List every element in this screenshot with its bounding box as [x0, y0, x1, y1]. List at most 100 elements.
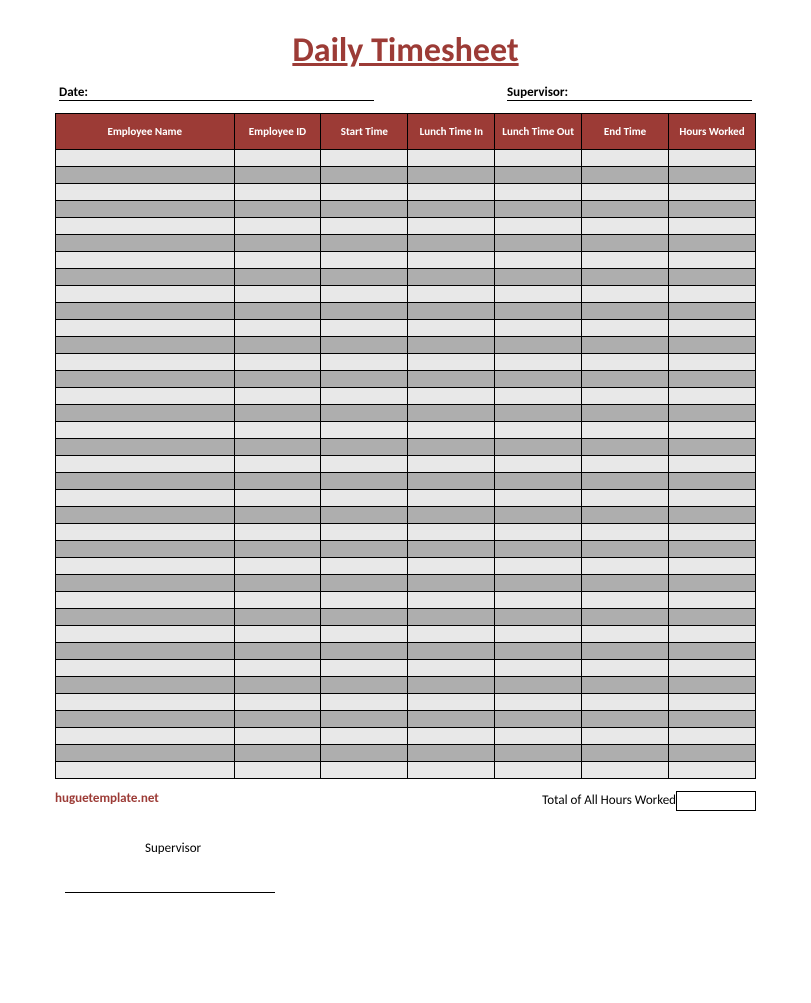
cell	[495, 167, 582, 184]
cell	[56, 422, 235, 439]
cell	[669, 711, 756, 728]
cell	[408, 303, 495, 320]
cell	[582, 388, 669, 405]
cell	[234, 609, 321, 626]
cell	[321, 592, 408, 609]
table-body	[56, 150, 756, 779]
table-row	[56, 762, 756, 779]
cell	[234, 354, 321, 371]
cell	[669, 694, 756, 711]
cell	[408, 252, 495, 269]
table-row	[56, 354, 756, 371]
cell	[495, 524, 582, 541]
cell	[408, 660, 495, 677]
cell	[582, 490, 669, 507]
cell	[582, 235, 669, 252]
cell	[582, 745, 669, 762]
cell	[669, 252, 756, 269]
cell	[495, 320, 582, 337]
cell	[495, 558, 582, 575]
cell	[234, 371, 321, 388]
total-label: Total of All Hours Worked	[542, 793, 676, 808]
cell	[56, 745, 235, 762]
cell	[321, 439, 408, 456]
cell	[669, 677, 756, 694]
table-row	[56, 507, 756, 524]
cell	[495, 507, 582, 524]
cell	[495, 660, 582, 677]
cell	[234, 541, 321, 558]
cell	[321, 422, 408, 439]
cell	[669, 660, 756, 677]
cell	[321, 643, 408, 660]
cell	[669, 218, 756, 235]
cell	[495, 728, 582, 745]
cell	[408, 439, 495, 456]
cell	[495, 269, 582, 286]
cell	[234, 337, 321, 354]
table-row	[56, 677, 756, 694]
cell	[582, 626, 669, 643]
cell	[408, 269, 495, 286]
cell	[582, 677, 669, 694]
cell	[56, 439, 235, 456]
table-row	[56, 575, 756, 592]
cell	[234, 439, 321, 456]
cell	[408, 541, 495, 558]
cell	[669, 507, 756, 524]
cell	[582, 150, 669, 167]
cell	[408, 371, 495, 388]
cell	[582, 558, 669, 575]
table-row	[56, 218, 756, 235]
cell	[56, 354, 235, 371]
table-row	[56, 371, 756, 388]
cell	[408, 762, 495, 779]
cell	[56, 711, 235, 728]
cell	[321, 320, 408, 337]
cell	[321, 167, 408, 184]
cell	[669, 524, 756, 541]
cell	[321, 490, 408, 507]
table-row	[56, 439, 756, 456]
cell	[582, 524, 669, 541]
supervisor-footer: Supervisor	[145, 841, 756, 856]
cell	[669, 456, 756, 473]
cell	[321, 235, 408, 252]
cell	[408, 592, 495, 609]
cell	[321, 371, 408, 388]
cell	[56, 490, 235, 507]
cell	[408, 609, 495, 626]
cell	[234, 745, 321, 762]
table-row	[56, 643, 756, 660]
cell	[408, 643, 495, 660]
table-row	[56, 303, 756, 320]
cell	[56, 762, 235, 779]
cell	[669, 745, 756, 762]
col-lunch-out: Lunch Time Out	[495, 114, 582, 150]
cell	[321, 473, 408, 490]
cell	[495, 762, 582, 779]
cell	[495, 201, 582, 218]
cell	[56, 252, 235, 269]
cell	[495, 626, 582, 643]
cell	[321, 252, 408, 269]
cell	[669, 371, 756, 388]
col-employee-name: Employee Name	[56, 114, 235, 150]
cell	[495, 473, 582, 490]
cell	[234, 388, 321, 405]
cell	[582, 473, 669, 490]
table-row	[56, 184, 756, 201]
cell	[582, 575, 669, 592]
table-row	[56, 286, 756, 303]
cell	[669, 626, 756, 643]
table-row	[56, 456, 756, 473]
cell	[669, 167, 756, 184]
cell	[582, 762, 669, 779]
cell	[321, 711, 408, 728]
cell	[234, 286, 321, 303]
cell	[321, 762, 408, 779]
table-row	[56, 388, 756, 405]
col-hours-worked: Hours Worked	[669, 114, 756, 150]
cell	[321, 456, 408, 473]
cell	[582, 541, 669, 558]
